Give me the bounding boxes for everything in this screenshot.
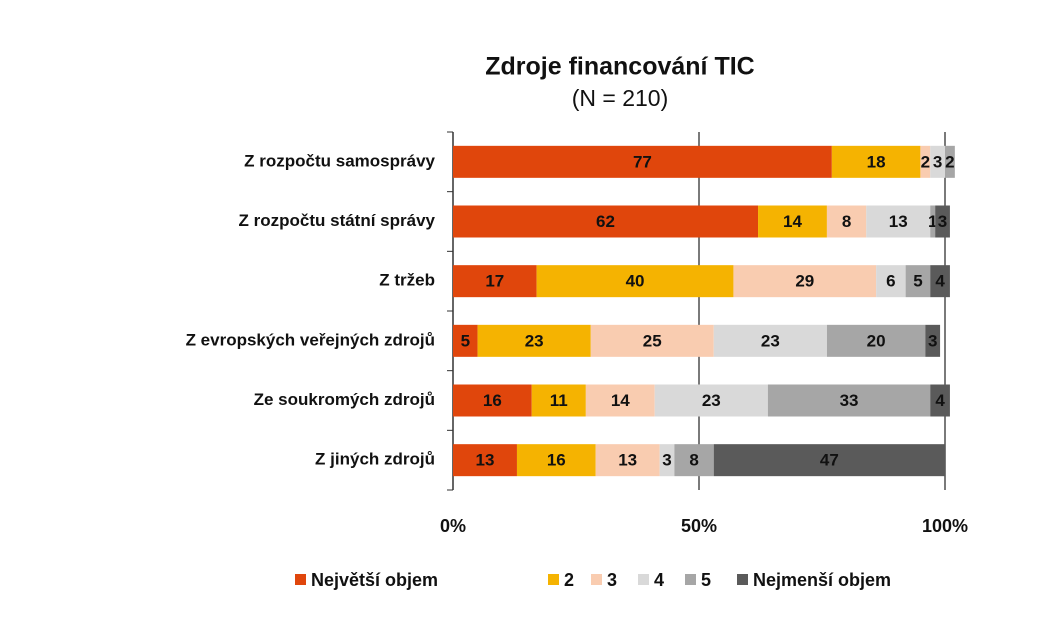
data-label: 11 xyxy=(550,391,568,410)
chart-subtitle: (N = 210) xyxy=(572,85,669,111)
legend-label: 2 xyxy=(564,570,574,590)
bar-segment xyxy=(930,145,945,178)
legend-label: 5 xyxy=(701,570,711,590)
bar-segment xyxy=(930,265,950,298)
bar-segment xyxy=(758,205,827,238)
data-label: 8 xyxy=(689,451,698,470)
legend-swatch xyxy=(685,574,696,585)
data-label: 13 xyxy=(476,451,495,470)
chart-title: Zdroje financování TIC xyxy=(485,53,754,81)
data-label: 16 xyxy=(547,451,566,470)
bar-segment xyxy=(826,324,926,357)
legend-label: 4 xyxy=(654,570,664,590)
x-tick-label: 100% xyxy=(922,516,968,536)
bar-segment xyxy=(905,265,931,298)
legend-swatch xyxy=(737,574,748,585)
legend-swatch xyxy=(591,574,602,585)
data-label: 4 xyxy=(935,391,945,410)
legend-swatch xyxy=(548,574,559,585)
legend-swatch xyxy=(638,574,649,585)
bar-segment xyxy=(866,205,931,238)
bar-segment xyxy=(659,444,675,477)
bar-segment xyxy=(453,444,517,477)
data-label: 1 xyxy=(928,212,937,231)
bar-segment xyxy=(826,205,867,238)
bar-segment xyxy=(453,384,532,417)
x-tick-label: 0% xyxy=(440,516,466,536)
data-label: 18 xyxy=(867,152,886,171)
bar-segment xyxy=(531,384,586,417)
bar-segment xyxy=(930,205,936,238)
bar-segment xyxy=(876,265,906,298)
bar-segment xyxy=(590,324,714,357)
category-label: Z evropských veřejných zdrojů xyxy=(186,330,435,349)
data-label: 2 xyxy=(945,152,954,171)
data-label: 33 xyxy=(840,391,859,410)
data-label: 5 xyxy=(461,331,470,350)
bar-segment xyxy=(713,324,827,357)
legend-label: Nejmenší objem xyxy=(753,570,891,590)
data-label: 13 xyxy=(889,212,908,231)
bar-segment xyxy=(453,145,832,178)
data-label: 29 xyxy=(795,272,814,291)
data-label: 47 xyxy=(820,451,839,470)
bar-segment xyxy=(713,444,945,477)
data-label: 13 xyxy=(618,451,637,470)
data-label: 2 xyxy=(921,152,930,171)
bar-segment xyxy=(516,444,596,477)
data-label: 23 xyxy=(702,391,721,410)
data-label: 3 xyxy=(938,212,947,231)
bar-segment xyxy=(477,324,591,357)
data-label: 14 xyxy=(611,391,630,410)
data-label: 6 xyxy=(886,272,895,291)
bar-segment xyxy=(945,145,955,178)
data-label: 8 xyxy=(842,212,851,231)
data-label: 3 xyxy=(662,451,671,470)
bar-segment xyxy=(831,145,921,178)
bar-segment xyxy=(453,324,478,357)
bar-segment xyxy=(935,205,950,238)
data-label: 20 xyxy=(867,331,886,350)
category-label: Ze soukromých zdrojů xyxy=(254,390,435,409)
legend-label: Největší objem xyxy=(311,570,438,590)
data-label: 62 xyxy=(596,212,615,231)
data-label: 17 xyxy=(485,272,504,291)
data-label: 23 xyxy=(761,331,780,350)
data-label: 23 xyxy=(525,331,544,350)
bar-segment xyxy=(925,324,941,357)
x-tick-label: 50% xyxy=(681,516,717,536)
bar-segment xyxy=(767,384,931,417)
legend-swatch xyxy=(295,574,306,585)
data-label: 16 xyxy=(483,391,502,410)
bar-segment xyxy=(930,384,950,417)
data-label: 3 xyxy=(933,152,942,171)
data-label: 4 xyxy=(935,272,945,291)
data-label: 40 xyxy=(626,272,645,291)
category-label: Z rozpočtu samosprávy xyxy=(244,151,435,170)
bar-segment xyxy=(674,444,714,477)
category-label: Z jiných zdrojů xyxy=(315,450,435,469)
data-label: 5 xyxy=(913,272,922,291)
bar-segment xyxy=(536,265,734,298)
data-label: 25 xyxy=(643,331,662,350)
bar-segment xyxy=(595,444,660,477)
bar-segment xyxy=(453,205,759,238)
data-label: 3 xyxy=(928,331,937,350)
bar-segment xyxy=(733,265,877,298)
bar-segment xyxy=(585,384,655,417)
bar-segment xyxy=(920,145,931,178)
legend-label: 3 xyxy=(607,570,617,590)
data-label: 14 xyxy=(783,212,802,231)
data-label: 77 xyxy=(633,152,652,171)
bar-segment xyxy=(654,384,768,417)
category-label: Z rozpočtu státní správy xyxy=(239,211,436,230)
category-label: Z tržeb xyxy=(379,271,435,290)
bar-segment xyxy=(453,265,537,298)
